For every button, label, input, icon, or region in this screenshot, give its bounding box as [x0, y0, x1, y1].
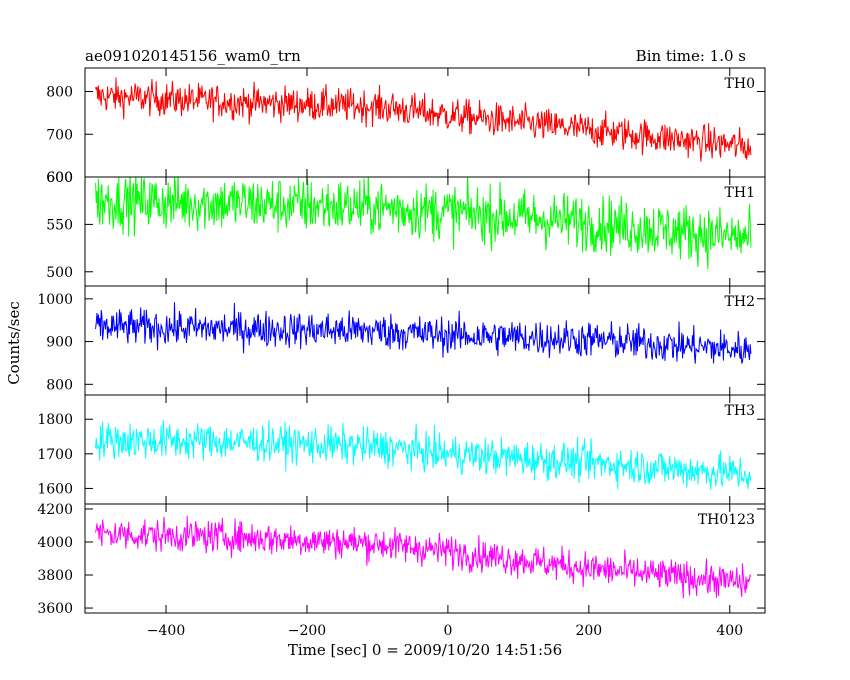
y-tick-label-th0123: 4000 [37, 535, 73, 551]
chart-subtitle: Bin time: 1.0 s [636, 47, 746, 65]
series-line-th3 [95, 419, 752, 490]
y-tick-label-th3: 1800 [37, 412, 73, 428]
panel-label-th1: TH1 [725, 185, 755, 201]
y-tick-label-th0123: 4200 [37, 502, 73, 518]
y-axis-label: Counts/sec [5, 301, 23, 385]
x-tick-label: 200 [575, 623, 602, 639]
series-line-th2 [95, 302, 752, 364]
y-tick-label-th0: 800 [46, 85, 73, 101]
y-tick-label-th0: 700 [46, 127, 73, 143]
series-line-th0123 [95, 515, 752, 599]
panel-label-th0123: TH0123 [698, 512, 755, 528]
y-tick-label-th2: 800 [46, 377, 73, 393]
panel-label-th3: TH3 [725, 403, 755, 419]
y-tick-label-th0123: 3800 [37, 568, 73, 584]
y-tick-label-th3: 1600 [37, 481, 73, 497]
y-tick-label-th1: 500 [46, 265, 73, 281]
y-tick-label-th1: 600 [46, 170, 73, 186]
x-axis-label: Time [sec] 0 = 2009/10/20 14:51:56 [288, 641, 562, 659]
y-tick-label-th1: 550 [46, 217, 73, 233]
x-tick-label: 0 [443, 623, 452, 639]
chart-title: ae091020145156_wam0_trn [85, 47, 301, 65]
x-tick-label: 400 [716, 623, 743, 639]
y-tick-label-th3: 1700 [37, 447, 73, 463]
panel-frame-th0 [84, 67, 766, 178]
y-tick-label-th0: 600 [46, 170, 73, 186]
x-tick-label: −200 [288, 623, 326, 639]
y-tick-label-th2: 1000 [37, 292, 73, 308]
panel-frame-th0123 [84, 503, 766, 614]
y-tick-label-th2: 900 [46, 335, 73, 351]
series-line-th1 [95, 177, 752, 270]
x-tick-label: −400 [147, 623, 185, 639]
series-line-th0 [95, 77, 752, 162]
panel-label-th0: TH0 [725, 76, 755, 92]
y-tick-label-th0123: 3600 [37, 601, 73, 617]
panel-label-th2: TH2 [725, 294, 755, 310]
